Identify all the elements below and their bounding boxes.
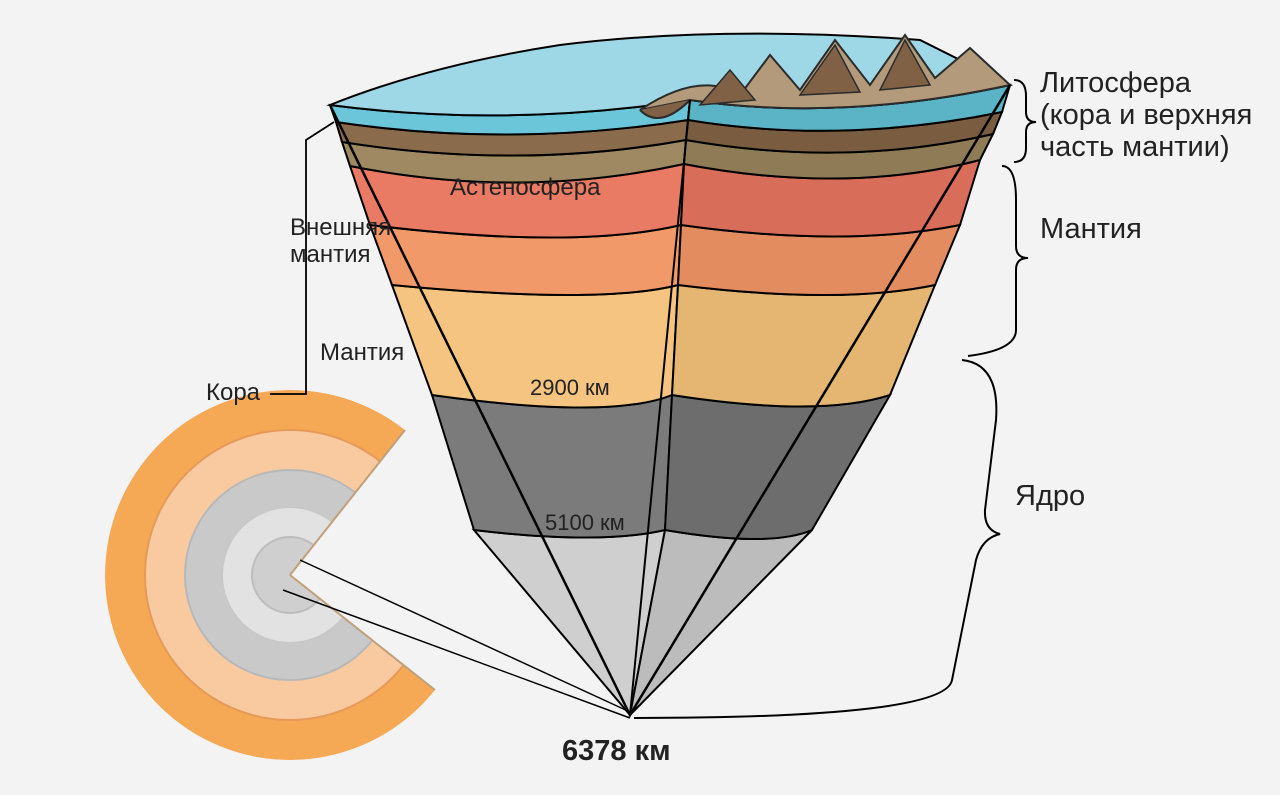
globe-cross-section bbox=[105, 390, 475, 760]
depth-2900-label: 2900 км bbox=[530, 375, 610, 400]
mantle-right-label: Мантия bbox=[1040, 213, 1142, 245]
asthenosphere-label: Астеносфера bbox=[450, 174, 601, 201]
core-right-label: Ядро bbox=[1015, 480, 1085, 512]
earth-wedge bbox=[330, 34, 1010, 715]
crust-left-label: Кора bbox=[206, 379, 261, 406]
lithosphere-label-3: часть мантии) bbox=[1040, 131, 1230, 163]
lithosphere-label-1: Литосфера bbox=[1040, 67, 1192, 99]
depth-5100-label: 5100 км bbox=[545, 510, 625, 535]
earth-structure-diagram: Литосфера (кора и верхняя часть мантии) … bbox=[0, 0, 1280, 795]
total-depth-label: 6378 км bbox=[562, 735, 671, 767]
mantle-left-label: Мантия bbox=[320, 339, 404, 366]
outer-mantle-label-1: Внешняя bbox=[290, 214, 391, 241]
outer-mantle-label-2: мантия bbox=[290, 241, 371, 268]
lithosphere-label-2: (кора и верхняя bbox=[1040, 99, 1252, 131]
